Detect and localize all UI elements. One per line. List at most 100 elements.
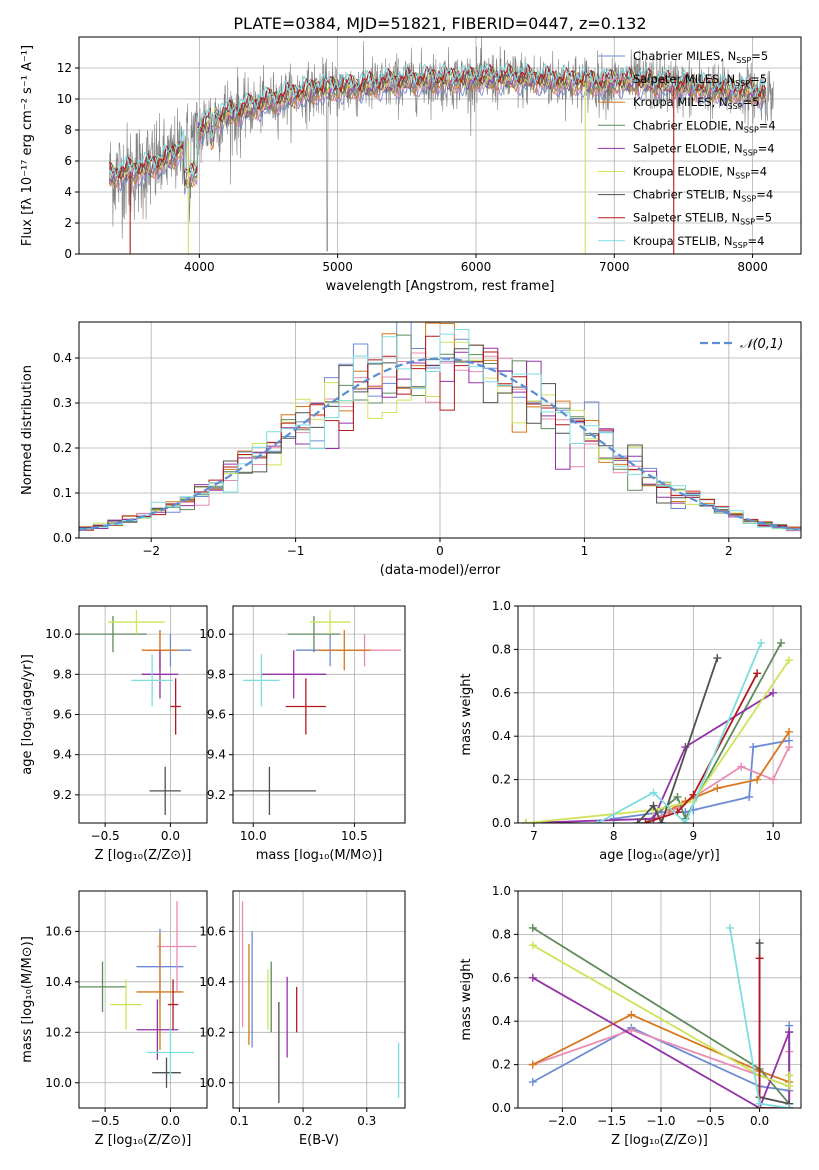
- age_vs_mass-plot: [233, 610, 401, 815]
- cumulative-marker-6: [528, 941, 537, 950]
- cumulative-marker-9: [649, 788, 658, 797]
- model-spectrum-8: [108, 62, 767, 179]
- cumulative-marker-2: [627, 1025, 636, 1034]
- legend-label-8: Salpeter STELIB, NSSP=5: [633, 211, 772, 227]
- cumulative-marker-9: [785, 1104, 794, 1108]
- residuals-ytick-label: 0.2: [53, 441, 72, 455]
- residuals-ytick-label: 0.3: [53, 396, 72, 410]
- cumulative_age-frame: [517, 605, 802, 824]
- cumulative-marker-2: [737, 762, 746, 771]
- cumulative-series-8: [641, 669, 762, 823]
- cumulative-marker-7: [649, 801, 658, 810]
- cumulative-marker-6: [785, 1071, 794, 1080]
- spectrum-ylabel: Flux [fλ 10⁻¹⁷ erg cm⁻² s⁻¹ A⁻¹]: [20, 45, 35, 246]
- errorbar-7: [149, 766, 181, 815]
- cumulative_Z-ytick-label: 1.0: [492, 884, 511, 898]
- mass_vs_Z-frame: [78, 890, 208, 1109]
- spectrum-title: PLATE=0384, MJD=51821, FIBERID=0447, z=0…: [233, 14, 646, 33]
- cumulative-line-2: [653, 746, 790, 820]
- cumulative_age-ytick-label: 1.0: [492, 599, 511, 613]
- cumulative-marker-8: [755, 954, 764, 963]
- errorbar-3: [136, 933, 184, 1050]
- age_vs_Z-ytick-label: 9.4: [53, 748, 72, 762]
- errorbar-4: [79, 961, 127, 1013]
- mass_vs_ebv-plot: [241, 901, 400, 1103]
- model-spectrum-9: [108, 61, 767, 177]
- cumulative-marker-7: [633, 819, 642, 823]
- age_vs_Z-xtick-label: 0.0: [161, 829, 180, 843]
- spectrum-ytick-label: 12: [57, 61, 72, 75]
- age_vs_mass-xtick-label: 10.5: [341, 829, 368, 843]
- spectrum-ytick-label: 0: [64, 247, 72, 261]
- spectrum-xtick-label: 7000: [599, 260, 630, 274]
- residual-histogram-8: [79, 335, 801, 531]
- spectrum-ytick-label: 8: [64, 123, 72, 137]
- cumulative-marker-9: [755, 1099, 764, 1108]
- cumulative_Z-xtick-label: −1.0: [646, 1114, 675, 1128]
- cumulative_Z-ytick-label: 0.4: [492, 1014, 511, 1028]
- cumulative-marker-3: [627, 1010, 636, 1019]
- cumulative_age-ytick-label: 0.6: [492, 686, 511, 700]
- cumulative-marker-1: [749, 743, 758, 752]
- cumulative_Z-ytick-label: 0.6: [492, 971, 511, 985]
- legend-label-2: Salpeter MILES, NSSP=5: [633, 72, 767, 88]
- cumulative-marker-1: [745, 792, 754, 801]
- mass_vs_ebv-xtick-label: 0.1: [230, 1114, 249, 1128]
- cumulative-marker-8: [641, 819, 650, 823]
- cumulative_Z-axes: −2.0 −1.5 −1.0 −0.5 0.0 0.0 0.2 0.4 0.6 0.8 1.0 Z […: [459, 884, 802, 1148]
- legend-label-7: Chabrier STELIB, NSSP=4: [633, 188, 773, 204]
- cumulative_Z-xtick-label: −1.5: [597, 1114, 626, 1128]
- age_vs_mass-ytick-label: 9.8: [207, 667, 226, 681]
- cumulative_Z-ylabel: mass weight: [459, 958, 474, 1040]
- cumulative-marker-1: [528, 1077, 537, 1086]
- age_vs_Z-ytick-label: 10.0: [45, 627, 72, 641]
- legend-label-4: Chabrier ELODIE, NSSP=4: [633, 118, 776, 134]
- cumulative_Z-xtick-label: −2.0: [548, 1114, 577, 1128]
- age_vs_mass-frame: [232, 605, 406, 824]
- cumulative-marker-4: [528, 923, 537, 932]
- age_vs_Z-ytick-label: 9.6: [53, 708, 72, 722]
- errorbar-8: [170, 678, 181, 735]
- cumulative_age-xtick-label: 9: [690, 829, 698, 843]
- spectrum-xtick-label: 8000: [737, 260, 768, 274]
- spectrum-ytick-label: 4: [64, 185, 72, 199]
- cumulative_Z-xlabel: Z [log₁₀(Z/Z⊙)]: [611, 1133, 708, 1148]
- mass_vs_Z-xtick-label: 0.0: [161, 1114, 180, 1128]
- cumulative-marker-3: [528, 1060, 537, 1069]
- residuals-ytick-label: 0.4: [53, 351, 72, 365]
- cumulative_Z-xtick-label: 0.0: [750, 1114, 769, 1128]
- mass_vs_ebv-xtick-label: 0.2: [294, 1114, 313, 1128]
- mass_vs_ebv-ytick-label: 10.6: [199, 924, 226, 938]
- errorbar-8: [285, 678, 327, 735]
- cumulative-marker-8: [689, 790, 698, 799]
- cumulative-marker-5: [528, 973, 537, 982]
- age_vs_mass-ytick-label: 9.4: [207, 748, 226, 762]
- mass_vs_ebv-ytick-label: 10.4: [199, 975, 226, 989]
- cumulative-marker-7: [755, 939, 764, 948]
- cumulative-series-9: [593, 638, 766, 823]
- cumulative-marker-7: [657, 819, 666, 823]
- cumulative-marker-2: [769, 775, 778, 784]
- cumulative-marker-9: [726, 923, 735, 932]
- cumulative_Z-xtick-label: −0.5: [696, 1114, 725, 1128]
- errorbar-3: [317, 630, 371, 671]
- spectrum-xtick-label: 6000: [461, 260, 492, 274]
- cumulative-line-9: [597, 642, 762, 823]
- errorbar-5: [141, 650, 179, 699]
- mass_vs_ebv-xlabel: E(B-V): [299, 1133, 339, 1148]
- mass_vs_Z-ytick-label: 10.6: [45, 924, 72, 938]
- cumulative_age-xtick-label: 8: [610, 829, 618, 843]
- errorbar-7: [233, 766, 316, 815]
- legend-label-3: Kroupa MILES, NSSP=5: [633, 95, 759, 111]
- spectrum-xlabel: wavelength [Angstrom, rest frame]: [326, 279, 555, 294]
- residuals-ytick-label: 0.1: [53, 486, 72, 500]
- errorbar-6: [107, 610, 166, 635]
- residuals-xlabel: (data-model)/error: [380, 563, 501, 578]
- spectrum-legend: Chabrier MILES, NSSP=5 Salpeter MILES, NS…: [598, 49, 776, 250]
- errorbar-5: [261, 650, 327, 699]
- cumulative-marker-4: [673, 792, 682, 801]
- legend-label-9: Kroupa STELIB, NSSP=4: [633, 234, 764, 250]
- cumulative-marker-1: [609, 814, 618, 823]
- mass_vs_ebv-ytick-label: 10.2: [199, 1025, 226, 1039]
- cumulative-marker-4: [777, 638, 786, 647]
